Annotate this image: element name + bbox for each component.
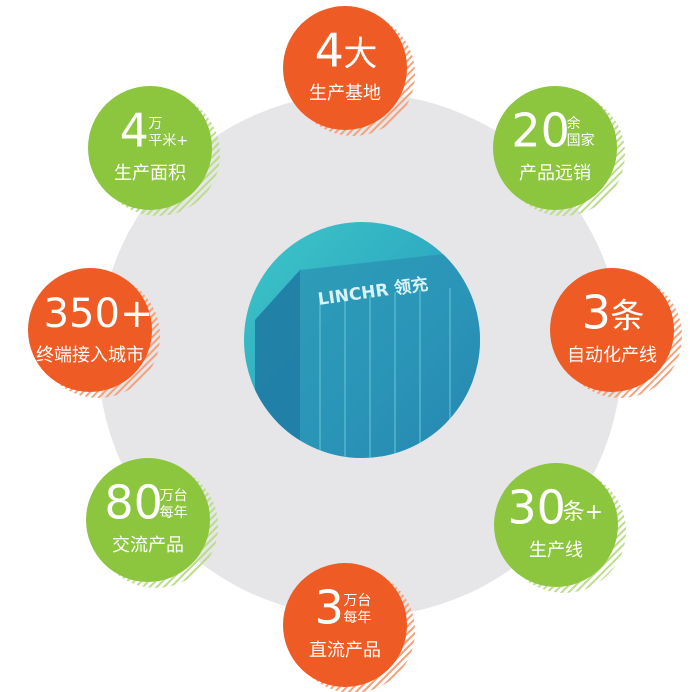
stat-unit: 条+ xyxy=(563,500,603,525)
stat-unit: 条 xyxy=(610,297,644,337)
stat-circle xyxy=(494,463,618,587)
stat-number: 350+ xyxy=(44,291,154,337)
stat-circle xyxy=(283,563,407,687)
stat-circle xyxy=(86,458,210,582)
stat-number: 4 xyxy=(120,104,149,158)
stat-unit: 每年 xyxy=(160,505,188,521)
stat-node: 30条+ 生产线 xyxy=(494,463,626,593)
stat-unit: 平米+ xyxy=(148,133,188,149)
stat-caption: 产品远销 xyxy=(519,163,591,184)
stat-circle xyxy=(28,268,152,392)
stat-node: 350+ 终端接入城市 xyxy=(28,268,160,398)
stat-number: 20 xyxy=(511,104,570,158)
stat-number: 3 xyxy=(582,286,611,340)
stat-circle xyxy=(550,268,674,392)
stat-caption: 终端接入城市 xyxy=(36,345,144,366)
stat-circle xyxy=(493,86,617,210)
stat-unit: 余 xyxy=(567,115,581,132)
stat-unit: 万台 xyxy=(343,593,371,609)
stat-number: 30 xyxy=(507,481,566,535)
stat-number: 3 xyxy=(315,581,344,635)
stat-unit: 万台 xyxy=(160,488,188,504)
stat-caption: 生产线 xyxy=(529,540,583,561)
stat-unit: 万 xyxy=(148,116,162,132)
stat-caption: 自动化产线 xyxy=(567,345,657,366)
stat-caption: 直流产品 xyxy=(309,640,381,661)
stat-number: 80 xyxy=(104,476,163,530)
stat-circle xyxy=(88,86,212,210)
center-photo: LINCHR 领充 xyxy=(244,222,480,458)
stat-caption: 生产基地 xyxy=(309,83,381,104)
stat-caption: 生产面积 xyxy=(114,163,186,184)
stat-number: 4 xyxy=(315,24,344,78)
stat-unit: 国家 xyxy=(567,132,595,149)
stat-node: 4 万平米+ 生产面积 xyxy=(88,86,220,216)
stat-circle xyxy=(283,6,407,130)
stat-unit: 大 xyxy=(343,35,377,75)
stat-unit: 每年 xyxy=(343,610,371,626)
stat-caption: 交流产品 xyxy=(112,535,184,556)
